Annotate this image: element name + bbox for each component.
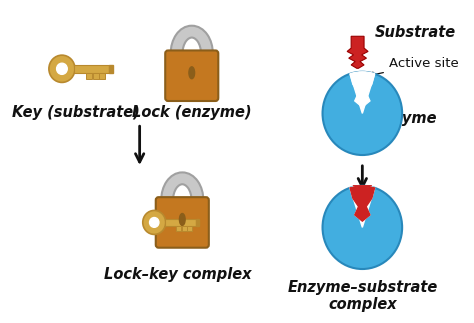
Wedge shape	[350, 186, 374, 227]
Bar	[175, 226, 181, 231]
Bar	[74, 65, 109, 72]
Circle shape	[322, 186, 402, 269]
Bar	[86, 72, 92, 79]
Bar	[100, 72, 105, 79]
Text: Active site: Active site	[368, 57, 459, 77]
Bar	[187, 226, 192, 231]
Circle shape	[49, 55, 75, 82]
Text: Substrate: Substrate	[374, 25, 456, 40]
Polygon shape	[350, 186, 374, 221]
Bar	[93, 72, 99, 79]
Ellipse shape	[189, 67, 195, 79]
Circle shape	[143, 211, 166, 234]
Text: Enzyme–substrate
complex: Enzyme–substrate complex	[287, 280, 438, 312]
Ellipse shape	[180, 214, 185, 225]
Polygon shape	[350, 74, 374, 107]
Bar	[182, 226, 187, 231]
Text: Lock–key complex: Lock–key complex	[104, 267, 251, 282]
Wedge shape	[350, 72, 374, 113]
Bar	[196, 219, 199, 226]
Bar	[164, 219, 196, 226]
Text: Lock (enzyme): Lock (enzyme)	[132, 106, 252, 120]
Text: Enzyme: Enzyme	[374, 111, 437, 126]
FancyBboxPatch shape	[165, 50, 219, 101]
FancyBboxPatch shape	[156, 197, 209, 248]
Text: Key (substrate): Key (substrate)	[12, 106, 140, 120]
Bar	[109, 65, 113, 72]
Polygon shape	[350, 188, 374, 221]
Polygon shape	[347, 36, 368, 68]
Circle shape	[149, 217, 159, 227]
Circle shape	[56, 63, 67, 74]
Circle shape	[322, 72, 402, 155]
